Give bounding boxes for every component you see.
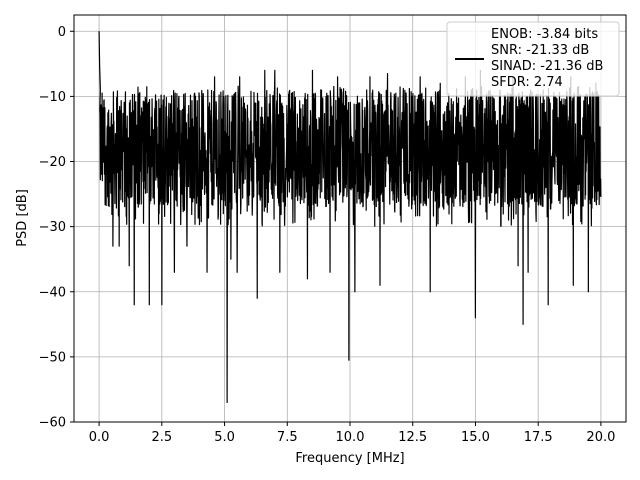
x-tick-label: 15.0 — [461, 430, 490, 445]
legend: ENOB: -3.84 bits SNR: -21.33 dB SINAD: -… — [446, 21, 620, 97]
x-tick-label: 0.0 — [89, 430, 110, 445]
y-tick-label: −60 — [39, 416, 66, 431]
x-tick-label: 7.5 — [277, 430, 298, 445]
legend-entry-snr: SNR: -21.33 dB — [491, 43, 589, 58]
legend-entry-sfdr: SFDR: 2.74 — [491, 75, 563, 90]
y-tick-label: 0 — [58, 25, 66, 40]
y-tick-label: −40 — [39, 285, 66, 300]
x-tick-label: 12.5 — [398, 430, 427, 445]
x-axis-label: Frequency [MHz] — [295, 451, 404, 466]
y-tick-label: −30 — [39, 220, 66, 235]
x-tick-label: 2.5 — [151, 430, 172, 445]
legend-entry-enob: ENOB: -3.84 bits — [491, 27, 598, 42]
y-tick-label: −20 — [39, 155, 66, 170]
x-tick-label: 10.0 — [336, 430, 365, 445]
x-tick-label: 5.0 — [214, 430, 235, 445]
y-axis-ticks: 0 −10 −20 −30 −40 −50 −60 — [39, 25, 74, 431]
legend-entry-sinad: SINAD: -21.36 dB — [491, 59, 603, 74]
x-tick-label: 20.0 — [586, 430, 615, 445]
x-tick-label: 17.5 — [524, 430, 553, 445]
y-tick-label: −10 — [39, 90, 66, 105]
y-tick-label: −50 — [39, 350, 66, 365]
psd-series-line — [98, 31, 602, 404]
x-axis-ticks: 0.0 2.5 5.0 7.5 10.0 12.5 15.0 17.5 20.0 — [89, 422, 615, 445]
y-axis-label: PSD [dB] — [15, 189, 30, 247]
legend-box — [446, 21, 620, 97]
